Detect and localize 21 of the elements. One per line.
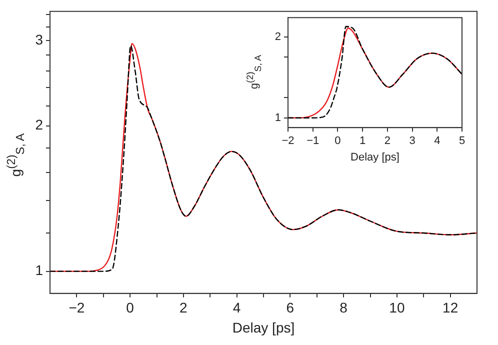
x-tick-label: 0	[334, 135, 341, 148]
x-tick-label: 4	[434, 135, 440, 148]
x-tick-label: 5	[458, 135, 466, 148]
x-axis-title: Delay [ps]	[232, 319, 295, 336]
y-tick-label: 2	[35, 116, 44, 133]
x-tick-label: −2	[282, 135, 294, 148]
x-tick-label: −2	[68, 300, 85, 316]
x-tick-label: 12	[442, 300, 458, 316]
x-tick-label: 1	[360, 135, 366, 148]
x-tick-label: 2	[384, 135, 390, 148]
x-tick-label: 4	[232, 300, 241, 316]
x-tick-label: 8	[340, 300, 348, 316]
y-tick-label: 1	[35, 262, 44, 278]
x-axis-title: Delay [ps]	[350, 151, 400, 164]
x-tick-label: 0	[126, 300, 134, 316]
x-tick-label: 6	[286, 300, 294, 316]
x-tick-label: 2	[180, 300, 188, 316]
y-tick-label: 3	[35, 32, 44, 48]
x-tick-label: −1	[306, 135, 320, 148]
x-tick-label: 10	[389, 300, 405, 316]
x-tick-label: 3	[409, 135, 416, 148]
